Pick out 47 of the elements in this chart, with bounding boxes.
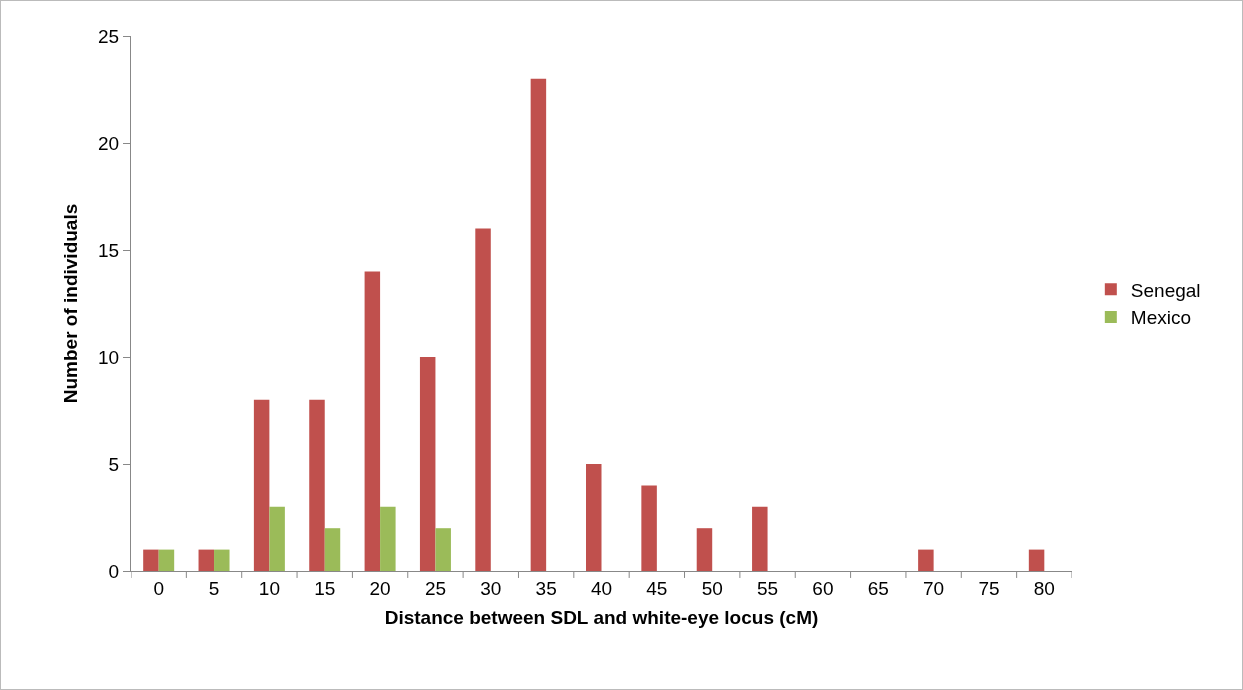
y-tick-label: 0 [108, 560, 120, 582]
legend-label: Mexico [1130, 307, 1192, 329]
x-tick-label: 20 [369, 577, 391, 599]
x-tick-label: 0 [153, 577, 164, 599]
bar [641, 485, 657, 571]
y-tick-label: 10 [98, 346, 120, 368]
legend-label: Senegal [1130, 279, 1201, 301]
y-axis-title: Number of individuals [59, 203, 81, 404]
bar [752, 506, 768, 571]
bar [530, 78, 547, 571]
bar [253, 399, 270, 571]
x-tick-label: 35 [535, 577, 557, 599]
x-tick-label: 40 [590, 577, 613, 599]
x-tick-label: 65 [867, 577, 889, 599]
y-tick-label: 15 [98, 239, 120, 261]
bar [380, 506, 396, 571]
bar [475, 228, 491, 571]
bar [1028, 549, 1045, 571]
bar [214, 549, 230, 571]
x-tick-label: 5 [208, 577, 220, 599]
y-tick-label: 25 [98, 25, 120, 47]
bar [419, 357, 436, 571]
bar [364, 271, 381, 571]
x-tick-label: 75 [978, 577, 1000, 599]
y-tick-label: 5 [108, 453, 120, 475]
bar [586, 464, 602, 571]
x-tick-label: 80 [1033, 577, 1055, 599]
x-tick-label: 45 [646, 577, 668, 599]
x-tick-label: 15 [314, 577, 336, 599]
x-tick-label: 55 [756, 577, 779, 599]
bar [198, 549, 215, 571]
x-tick-label: 25 [424, 577, 447, 599]
x-tick-label: 10 [258, 577, 280, 599]
x-tick-label: 60 [812, 577, 834, 599]
bar [269, 506, 285, 571]
bar [309, 399, 325, 571]
bar [324, 528, 341, 571]
bar [158, 549, 175, 571]
x-axis-title: Distance between SDL and white-eye locus (cM) [384, 606, 819, 628]
y-tick-label: 20 [98, 132, 120, 154]
bar [918, 549, 934, 571]
x-tick-label: 30 [480, 577, 502, 599]
bar [435, 528, 451, 571]
x-tick-label: 50 [701, 577, 723, 599]
x-tick-label: 70 [923, 577, 945, 599]
bar [696, 528, 713, 571]
bar [143, 549, 159, 571]
